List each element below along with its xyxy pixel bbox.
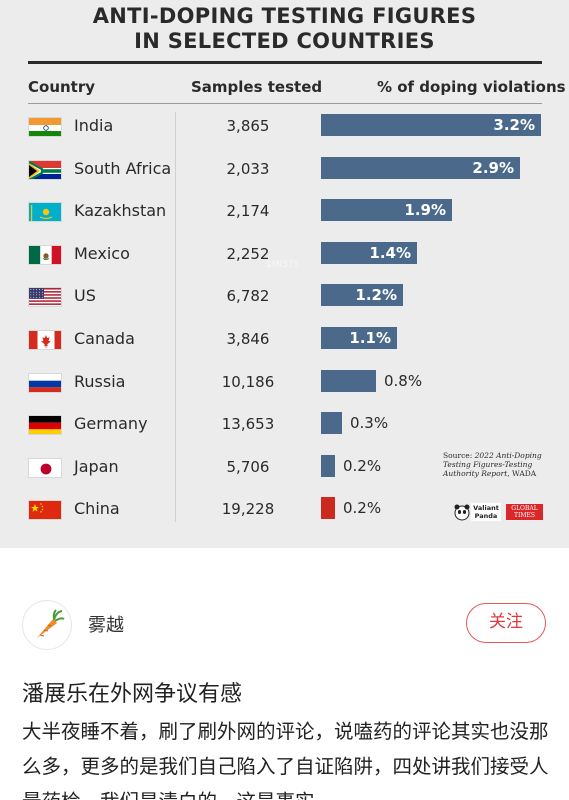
table-row: Kazakhstan 2,174 1.9% [0,197,569,227]
watermark: 1MI375 [266,260,300,270]
country-name: Russia [74,371,126,391]
samples-tested-value: 3,846 [226,330,270,348]
country-name: Mexico [74,243,130,263]
table-row: Germany 13,653 0.3% [0,410,569,440]
violation-label: 0.3% [350,414,389,433]
samples-tested-value: 19,228 [221,500,275,519]
samples-tested-value: 10,186 [221,372,275,391]
title-rule [28,61,542,64]
flag-box [28,244,62,265]
avatar[interactable] [22,600,72,650]
violation-label: 2.9% [472,158,514,177]
violation-bar [321,454,335,477]
china-flag-icon [29,501,61,520]
flag-box [28,287,62,308]
username[interactable]: 雾越 [88,615,124,636]
violation-label: 0.2% [343,456,382,475]
valiant-panda-logo: Valiant Panda [454,503,501,521]
global-times-logo: GLOBAL TIMES [506,504,543,520]
us-flag-icon [29,288,61,307]
follow-button[interactable]: 关注 [466,603,546,643]
table-row: India 3,865 3.2% [0,112,569,142]
global-times-top: GLOBAL [511,505,538,512]
flag-box [28,159,62,180]
india-flag-icon [29,118,61,136]
violation-bar [321,241,417,264]
south-africa-flag-icon [29,160,61,179]
country-name: Kazakhstan [74,201,167,221]
violation-bar [321,114,541,136]
svg-text:Panda: Panda [475,512,498,520]
publisher-logos: Valiant Panda GLOBAL TIMES [454,502,544,522]
column-divider [175,112,176,522]
source-note: Source: 2022 Anti-Doping Testing Figures… [443,451,558,478]
violation-bar [321,156,520,179]
violation-bar [321,412,342,435]
violation-bar [321,497,335,520]
flag-box [28,372,62,393]
russia-flag-icon [29,373,61,392]
table-row: Mexico 2,252 1.4% [0,240,569,270]
violation-label: 3.2% [493,116,535,134]
kazakhstan-flag-icon [29,203,61,222]
samples-tested-value: 6,782 [226,287,270,306]
violation-label: 0.8% [384,371,423,390]
table-row: China 19,228 0.2% [0,495,569,525]
mexico-flag-icon [29,245,61,264]
title-line-1: ANTI-DOPING TESTING FIGURES [92,4,477,28]
samples-tested-value: 2,033 [226,159,270,178]
samples-tested-value: 2,174 [226,202,270,221]
table-row: Russia 10,186 0.8% [0,368,569,398]
infographic: ANTI-DOPING TESTING FIGURES IN SELECTED … [0,0,569,548]
table-row: Japan 5,706 0.2% [0,453,569,483]
flag-box [28,415,62,436]
global-times-bottom: TIMES [513,512,535,519]
violation-bar [321,199,452,222]
country-name: Canada [74,329,135,348]
violation-bar [321,284,403,307]
flag-box [28,202,62,223]
flag-box [28,457,62,478]
flag-box [28,117,62,137]
title-line-2: IN SELECTED COUNTRIES [134,29,435,53]
violation-label: 0.2% [343,499,382,518]
samples-tested-value: 3,865 [226,117,270,135]
post-body: 大半夜睡不着，刷了刷外网的评论，说嗑药的评论其实也没那么多，更多的是我们自己陷入… [22,720,549,800]
violation-label: 1.4% [369,243,411,262]
country-name: South Africa [74,158,172,178]
violation-label: 1.1% [349,329,391,347]
svg-text:Valiant: Valiant [473,504,499,512]
country-name: India [74,116,114,135]
header-rule [28,103,542,104]
table-row: Canada 3,846 1.1% [0,325,569,355]
post-title: 潘展乐在外网争议有感 [22,682,243,707]
table-row: US 6,782 1.2% [0,282,569,312]
country-name: China [74,499,120,519]
infographic-title: ANTI-DOPING TESTING FIGURES IN SELECTED … [0,4,569,54]
violation-label: 1.9% [404,201,446,220]
violation-bar [321,327,397,349]
source-report: 2022 Anti-Doping Testing Figures-Testing… [443,451,542,478]
violation-label: 1.2% [355,286,397,305]
country-name: Japan [74,456,119,476]
header-samples: Samples tested [191,78,323,96]
country-name: Germany [74,414,148,434]
flag-box [28,330,62,350]
carrot-icon [37,609,65,638]
samples-tested-value: 2,252 [226,244,270,263]
japan-flag-icon [29,458,61,477]
canada-flag-icon [29,331,61,349]
header-violations: % of doping violations [377,78,566,96]
samples-tested-value: 13,653 [221,415,275,434]
source-prefix: Source: [443,451,475,460]
samples-tested-value: 5,706 [226,457,270,476]
violation-bar [321,369,376,392]
author-bar: 雾越 关注 [0,548,569,668]
source-suffix: , WADA [507,469,537,478]
germany-flag-icon [29,416,61,435]
country-name: US [74,286,96,306]
flag-box [28,500,62,521]
header-country: Country [28,78,96,96]
table-row: South Africa 2,033 2.9% [0,155,569,185]
